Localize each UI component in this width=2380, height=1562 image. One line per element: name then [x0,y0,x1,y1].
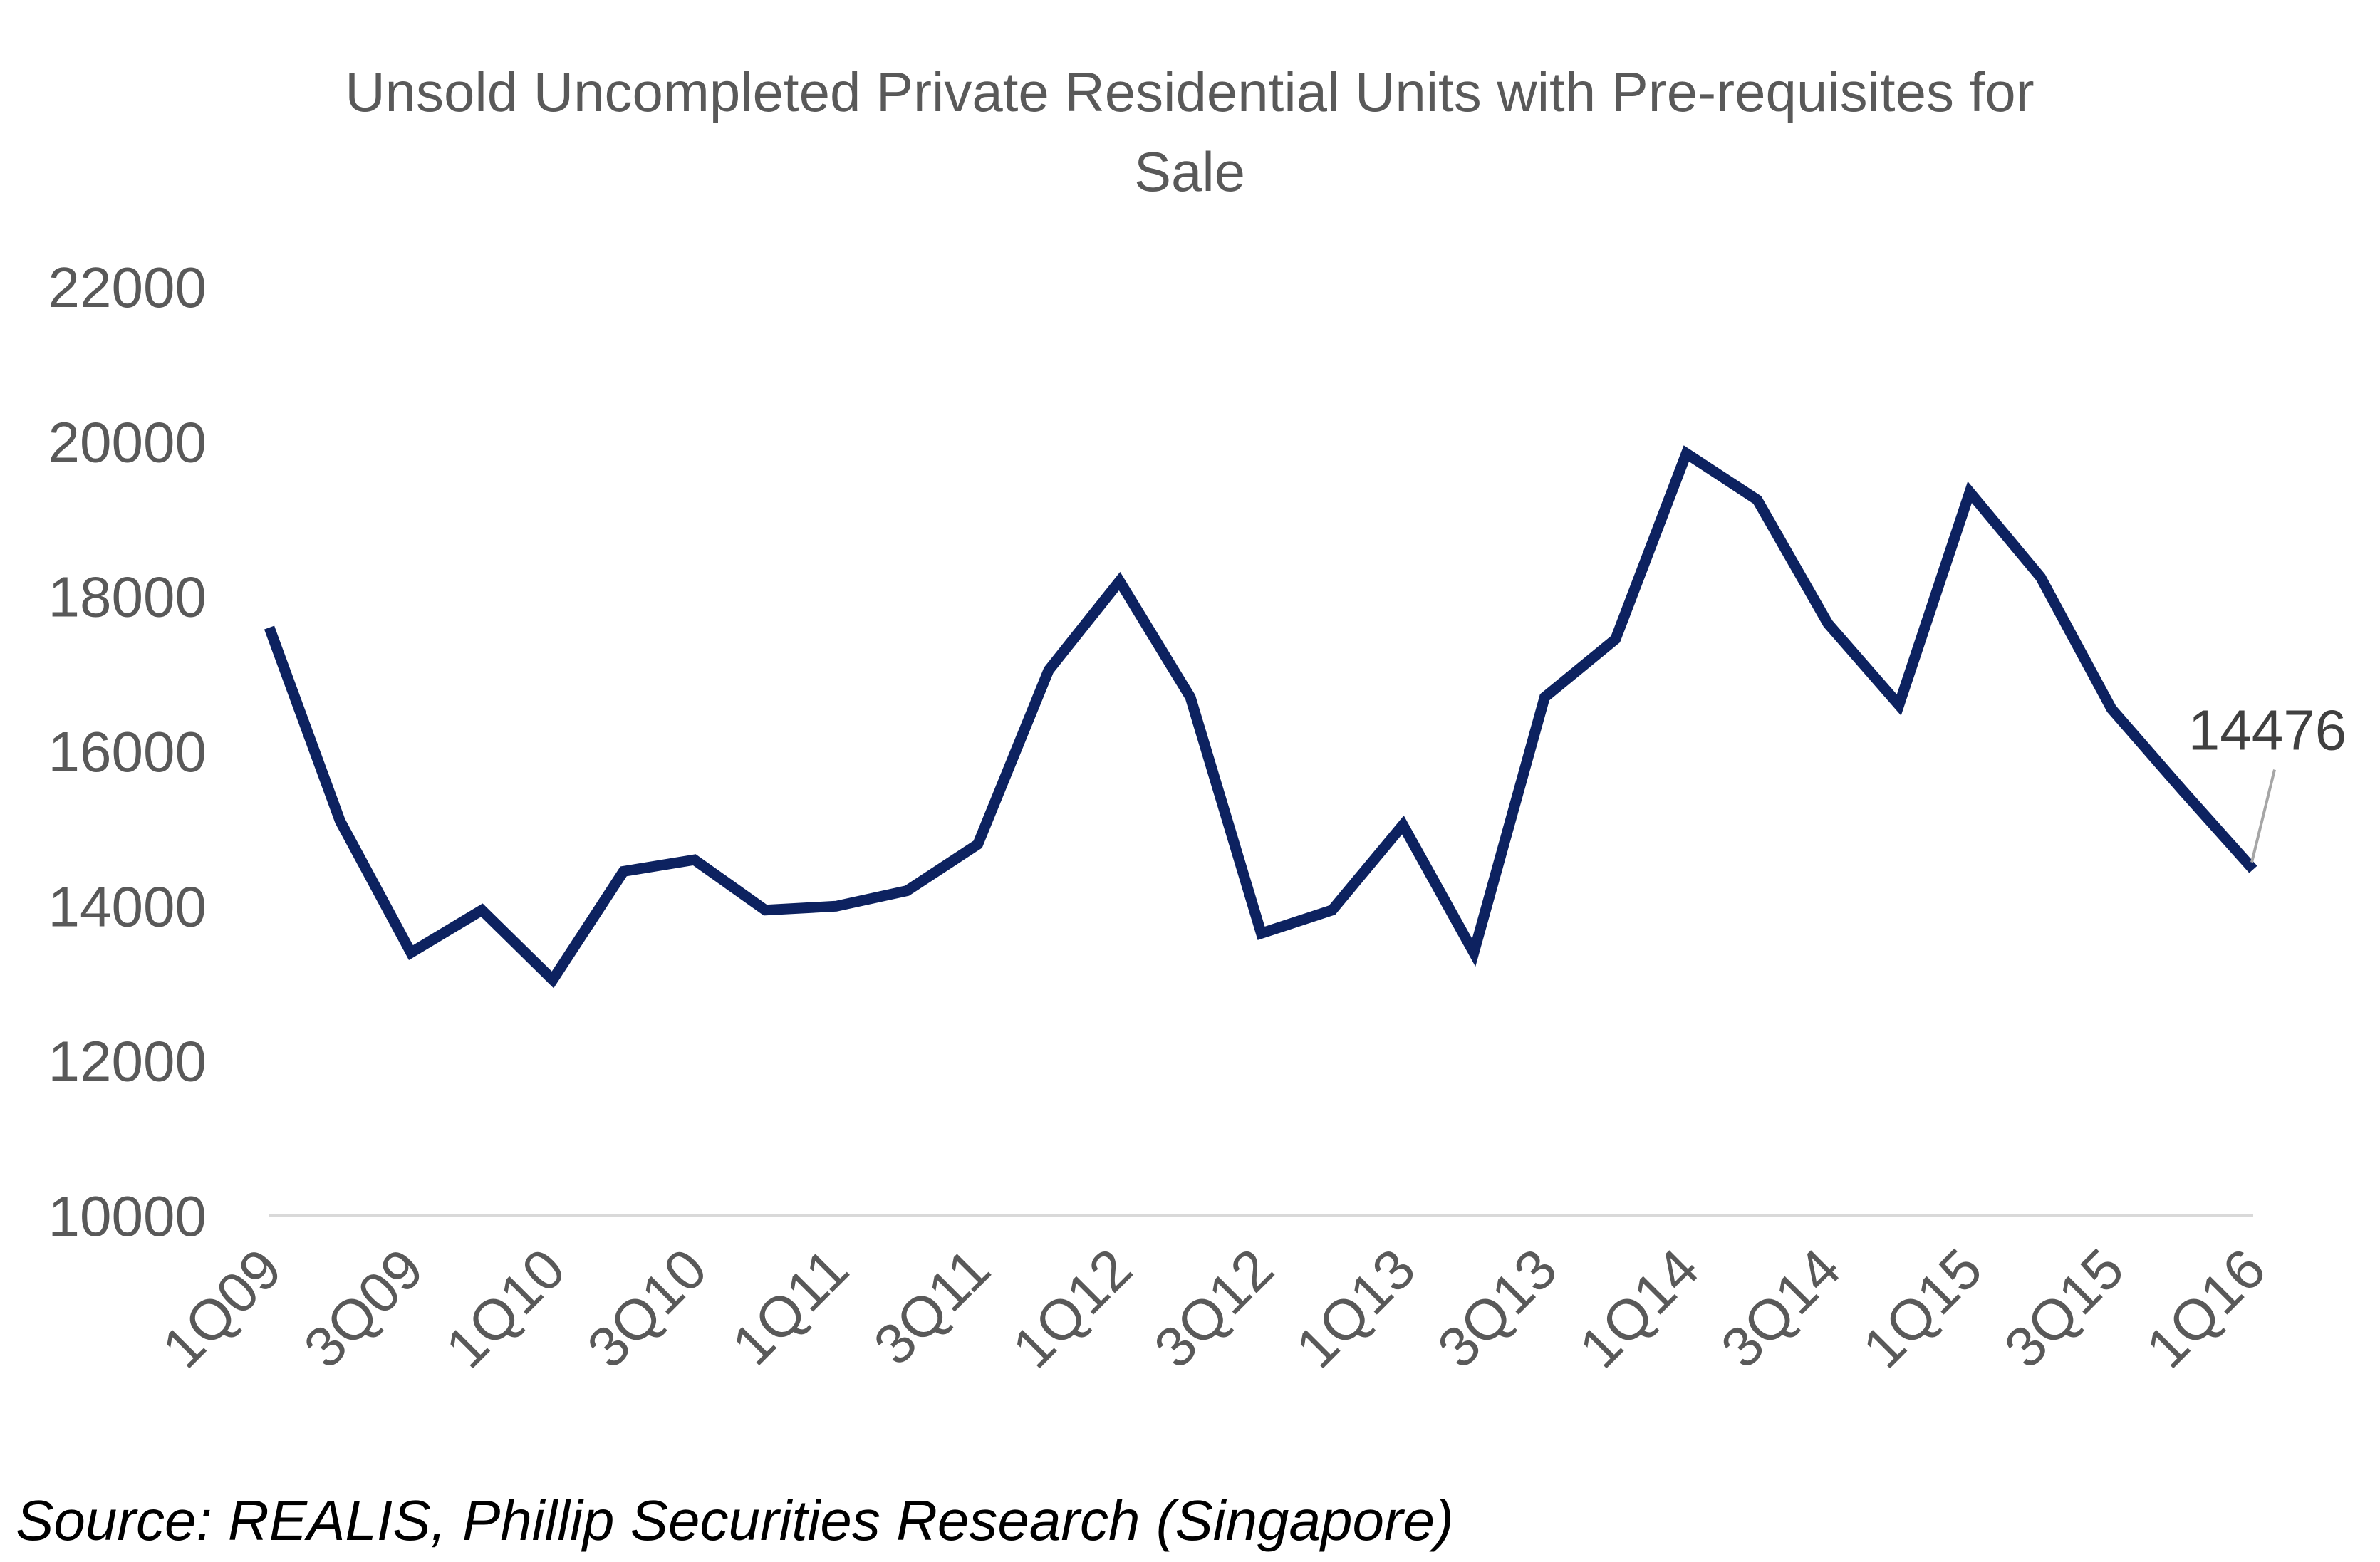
y-tick-label: 22000 [48,256,207,319]
y-tick-label: 16000 [48,720,207,783]
x-tick-label: 3Q15 [1992,1236,2136,1380]
x-tick-label: 3Q11 [862,1236,1002,1377]
x-tick-label: 3Q12 [1142,1236,1285,1380]
x-tick-label: 1Q10 [434,1236,577,1380]
y-tick-label: 10000 [48,1184,207,1248]
y-tick-label: 18000 [48,566,207,629]
x-tick-label: 1Q16 [2134,1236,2277,1380]
x-tick-label: 3Q10 [575,1236,718,1380]
x-tick-label: 1Q15 [1851,1236,1994,1380]
y-axis: 10000 12000 14000 16000 18000 20000 22000 [48,256,207,1248]
data-label-leader-line [2250,769,2276,863]
source-note: Source: REALIS, Phillip Securities Resea… [16,1489,1454,1552]
y-tick-label: 14000 [48,875,207,938]
chart-title: Unsold Uncompleted Private Residential U… [345,61,2034,203]
x-tick-label: 1Q13 [1284,1236,1427,1380]
chart-title-line-2: Sale [1134,140,1245,203]
x-tick-label: 3Q13 [1425,1236,1569,1380]
y-tick-label: 20000 [48,410,207,474]
x-tick-label: 1Q11 [720,1236,861,1377]
series-line [264,445,2257,989]
data-label-last-point: 14476 [2188,699,2347,762]
x-tick-label: 1Q12 [1000,1236,1143,1380]
x-tick-label: 3Q14 [1709,1236,1852,1380]
x-tick-label: 1Q14 [1567,1236,1710,1380]
x-tick-label: 1Q09 [150,1236,293,1380]
x-tick-label: 3Q09 [292,1236,435,1380]
y-tick-label: 12000 [48,1030,207,1093]
chart-title-line-1: Unsold Uncompleted Private Residential U… [345,61,2034,123]
